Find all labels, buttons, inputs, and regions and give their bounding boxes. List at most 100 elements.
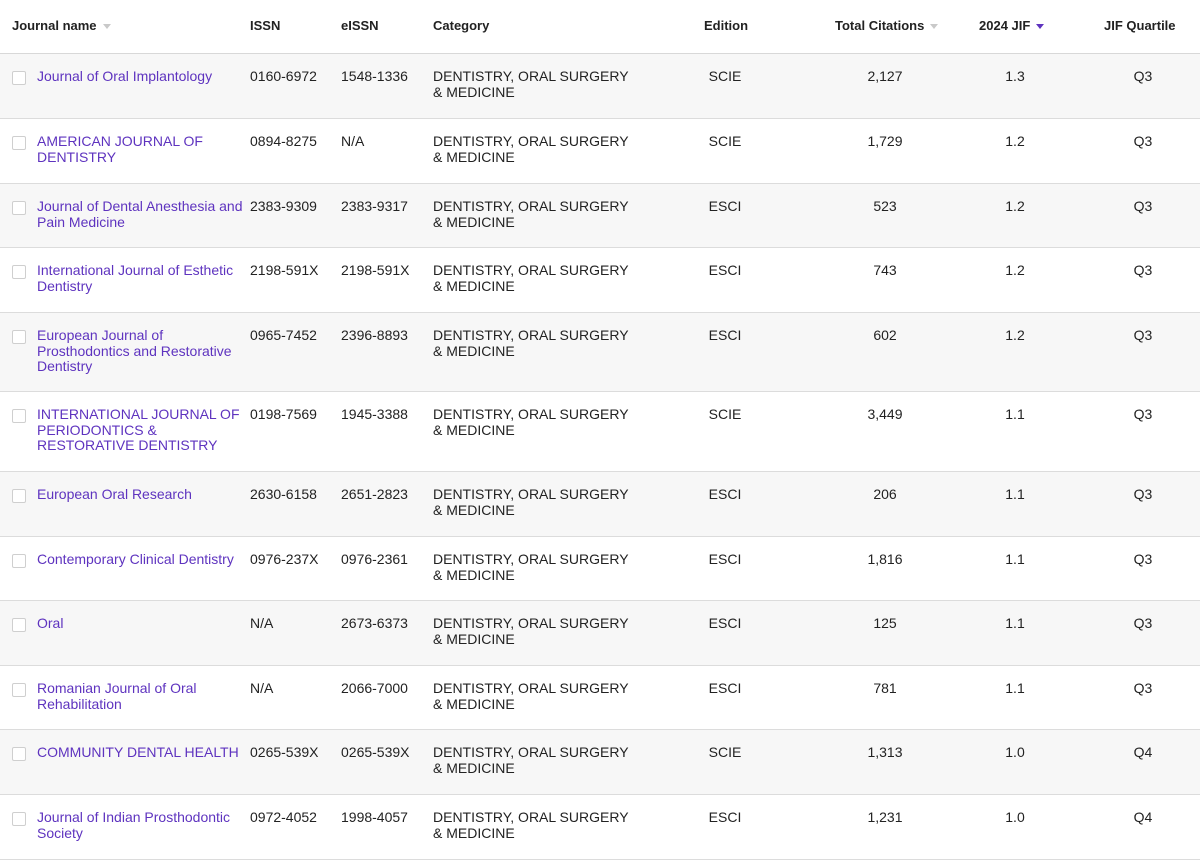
total-citations-value: 1,313: [867, 744, 903, 760]
issn-value: 2383-9309: [250, 198, 317, 214]
row-select-checkbox[interactable]: [12, 265, 26, 279]
edition-value: SCIE: [708, 744, 742, 760]
jif-quartile-value: Q3: [1133, 198, 1153, 214]
total-citations-value: 2,127: [867, 68, 903, 84]
total-citations-value: 1,729: [867, 133, 903, 149]
edition-value: ESCI: [708, 680, 742, 696]
jif-quartile-value: Q3: [1133, 551, 1153, 567]
edition-header-label: Edition: [704, 18, 749, 33]
jif-value: 1.1: [1005, 615, 1025, 631]
sort-caret-active-icon[interactable]: [1036, 24, 1045, 30]
total-citations-value: 125: [873, 615, 897, 631]
journal-name-link[interactable]: Journal of Dental Anesthesia and Pain Me…: [37, 198, 243, 230]
category-value: DENTISTRY, ORAL SURGERY & MEDICINE: [433, 68, 629, 100]
table-row: Oral N/A 2673-6373 DENTISTRY, ORAL SURGERY …: [0, 601, 1200, 666]
row-select-checkbox[interactable]: [12, 330, 26, 344]
table-row: AMERICAN JOURNAL OF DENTISTRY 0894-8275 N/…: [0, 119, 1200, 184]
eissn-value: 2066-7000: [341, 680, 408, 696]
column-header-total-citations[interactable]: Total Citations: [835, 18, 939, 33]
sort-caret-icon[interactable]: [102, 24, 111, 30]
eissn-value: 1998-4057: [341, 809, 408, 825]
jif-quartile-header-label: JIF Quartile: [1104, 18, 1176, 33]
category-value: DENTISTRY, ORAL SURGERY & MEDICINE: [433, 133, 629, 165]
jif-value: 1.0: [1005, 809, 1025, 825]
total-citations-value: 743: [873, 262, 897, 278]
journal-name-link[interactable]: Journal of Oral Implantology: [37, 68, 213, 84]
total-citations-value: 523: [873, 198, 897, 214]
jif-header-label: 2024 JIF: [979, 18, 1031, 33]
table-row: Romanian Journal of Oral Rehabilitation N…: [0, 666, 1200, 730]
total-citations-value: 206: [873, 486, 897, 502]
edition-value: ESCI: [708, 198, 742, 214]
row-select-checkbox[interactable]: [12, 554, 26, 568]
journal-name-link[interactable]: Contemporary Clinical Dentistry: [37, 551, 234, 567]
journal-name-link[interactable]: INTERNATIONAL JOURNAL OF PERIODONTICS & …: [37, 406, 240, 453]
row-select-checkbox[interactable]: [12, 618, 26, 632]
eissn-value: 2198-591X: [341, 262, 410, 278]
eissn-value: 1945-3388: [341, 406, 408, 422]
row-select-checkbox[interactable]: [12, 409, 26, 423]
column-header-eissn: eISSN: [341, 18, 379, 33]
column-header-category: Category: [433, 18, 489, 33]
journal-name-link[interactable]: European Oral Research: [37, 486, 192, 502]
table-row: Journal of Indian Prosthodontic Society 0…: [0, 795, 1200, 860]
edition-value: SCIE: [708, 133, 742, 149]
edition-value: SCIE: [708, 406, 742, 422]
jif-quartile-value: Q3: [1133, 133, 1153, 149]
issn-value: 0265-539X: [250, 744, 319, 760]
category-value: DENTISTRY, ORAL SURGERY & MEDICINE: [433, 406, 629, 438]
category-value: DENTISTRY, ORAL SURGERY & MEDICINE: [433, 551, 629, 583]
sort-caret-icon[interactable]: [930, 24, 939, 30]
category-value: DENTISTRY, ORAL SURGERY & MEDICINE: [433, 615, 629, 647]
column-header-issn: ISSN: [250, 18, 280, 33]
jif-value: 1.2: [1005, 198, 1025, 214]
journal-name-link[interactable]: Romanian Journal of Oral Rehabilitation: [37, 680, 197, 712]
total-citations-value: 1,231: [867, 809, 903, 825]
issn-value: 0894-8275: [250, 133, 317, 149]
row-select-checkbox[interactable]: [12, 747, 26, 761]
category-value: DENTISTRY, ORAL SURGERY & MEDICINE: [433, 680, 629, 712]
row-select-checkbox[interactable]: [12, 489, 26, 503]
journal-name-link[interactable]: Oral: [37, 615, 64, 631]
issn-value: N/A: [250, 615, 274, 631]
edition-value: SCIE: [708, 68, 742, 84]
row-select-checkbox[interactable]: [12, 812, 26, 826]
jif-value: 1.1: [1005, 551, 1025, 567]
issn-value: 2630-6158: [250, 486, 317, 502]
journal-name-header-label: Journal name: [12, 18, 97, 33]
column-header-journal-name[interactable]: Journal name: [12, 18, 111, 33]
jif-quartile-value: Q3: [1133, 486, 1153, 502]
jif-value: 1.2: [1005, 133, 1025, 149]
journal-name-link[interactable]: European Journal of Prosthodontics and R…: [37, 327, 232, 374]
eissn-value: 2673-6373: [341, 615, 408, 631]
total-citations-value: 781: [873, 680, 897, 696]
category-value: DENTISTRY, ORAL SURGERY & MEDICINE: [433, 198, 629, 230]
table-body: Journal of Oral Implantology 0160-6972 154…: [0, 54, 1200, 860]
table-row: Journal of Oral Implantology 0160-6972 154…: [0, 54, 1200, 119]
jif-quartile-value: Q4: [1133, 809, 1153, 825]
jif-value: 1.1: [1005, 486, 1025, 502]
jif-value: 1.2: [1005, 262, 1025, 278]
journal-name-link[interactable]: International Journal of Esthetic Dentis…: [37, 262, 234, 294]
jif-quartile-value: Q3: [1133, 406, 1153, 422]
row-select-checkbox[interactable]: [12, 71, 26, 85]
column-header-jif[interactable]: 2024 JIF: [979, 18, 1045, 33]
total-citations-value: 602: [873, 327, 897, 343]
issn-value: N/A: [250, 680, 274, 696]
table-row: INTERNATIONAL JOURNAL OF PERIODONTICS & …: [0, 392, 1200, 472]
row-select-checkbox[interactable]: [12, 683, 26, 697]
journal-name-link[interactable]: COMMUNITY DENTAL HEALTH: [37, 744, 239, 760]
journal-name-link[interactable]: Journal of Indian Prosthodontic Society: [37, 809, 231, 841]
jif-value: 1.0: [1005, 744, 1025, 760]
total-citations-header-label: Total Citations: [835, 18, 925, 33]
edition-value: ESCI: [708, 327, 742, 343]
row-select-checkbox[interactable]: [12, 201, 26, 215]
eissn-value: 1548-1336: [341, 68, 408, 84]
table-row: International Journal of Esthetic Dentis…: [0, 248, 1200, 313]
issn-value: 2198-591X: [250, 262, 319, 278]
table-header: Journal name ISSN eISSN Category Edition…: [0, 0, 1200, 54]
issn-value: 0972-4052: [250, 809, 317, 825]
row-select-checkbox[interactable]: [12, 136, 26, 150]
jif-quartile-value: Q3: [1133, 262, 1153, 278]
journal-name-link[interactable]: AMERICAN JOURNAL OF DENTISTRY: [37, 133, 203, 165]
